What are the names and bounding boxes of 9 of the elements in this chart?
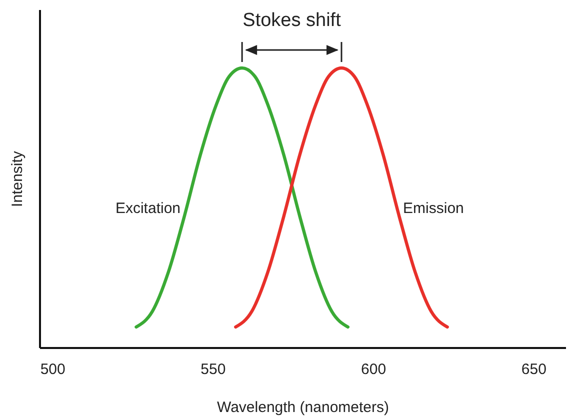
x-tick-label: 650 — [521, 361, 546, 378]
x-tick-label: 500 — [40, 361, 66, 378]
x-tick-label: 600 — [361, 361, 386, 378]
series-label: Excitation — [115, 200, 181, 217]
y-axis-title: Intensity — [9, 150, 26, 207]
x-axis-title: Wavelength (nanometers) — [216, 399, 390, 416]
text: Stokes shift — [242, 10, 342, 31]
x-tick-label: 550 — [200, 361, 226, 378]
series-label: Emission — [403, 200, 464, 217]
